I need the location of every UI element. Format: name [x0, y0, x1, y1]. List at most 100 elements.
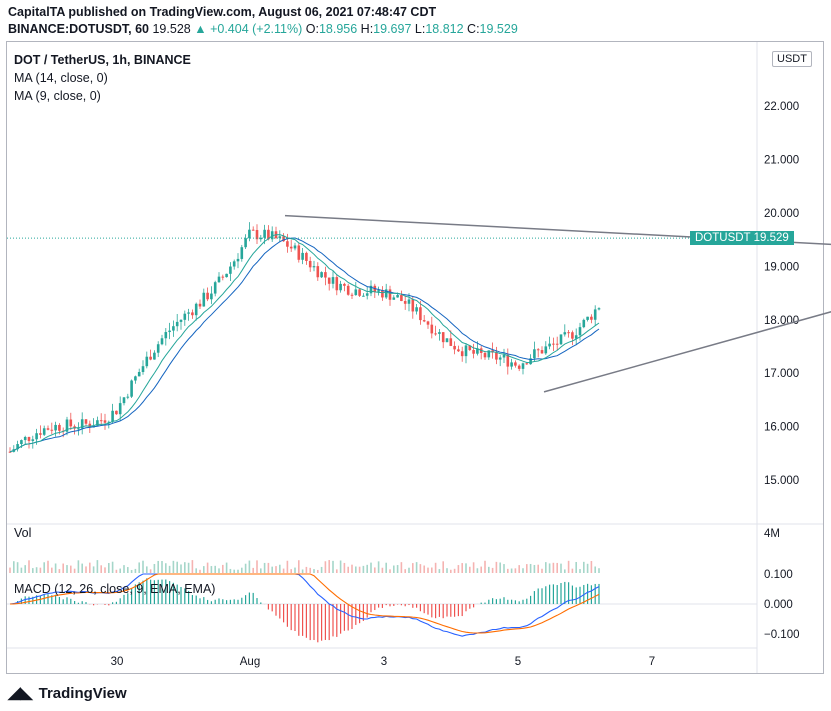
price-tick-label: 17.000	[764, 368, 799, 380]
volume-bar	[594, 566, 596, 573]
currency-badge[interactable]: USDT	[772, 51, 812, 67]
legend-ma14[interactable]: MA (14, close, 0)	[14, 71, 108, 85]
candle-body	[20, 440, 23, 445]
candle-body	[137, 371, 141, 377]
candle-body	[115, 410, 118, 415]
volume-bar	[13, 561, 15, 573]
candle-body	[441, 332, 445, 343]
volume-bar	[366, 564, 368, 573]
candle-body	[574, 335, 578, 339]
ohlc-low-label: L:	[414, 22, 426, 36]
candle-body	[529, 358, 532, 365]
volume-bar	[484, 560, 486, 573]
candle-body	[495, 352, 498, 360]
candle-body	[42, 428, 46, 435]
volume-bar	[81, 563, 83, 573]
volume-bar	[92, 566, 95, 573]
volume-bar	[564, 569, 566, 573]
volume-bar	[73, 568, 76, 573]
candle-body	[191, 312, 194, 316]
volume-bar	[108, 563, 110, 573]
volume-bar	[16, 562, 19, 573]
volume-bar	[241, 567, 243, 573]
volume-bar	[51, 567, 53, 573]
candle-body	[384, 289, 388, 298]
volume-bar	[575, 561, 577, 573]
candle-body	[388, 289, 392, 300]
legend-ma9[interactable]: MA (9, close, 0)	[14, 89, 101, 103]
macd-tick-label: 0.100	[764, 569, 793, 581]
volume-bar	[533, 564, 536, 573]
candle-body	[578, 327, 582, 336]
volume-bar	[415, 562, 418, 573]
candle-body	[555, 343, 559, 345]
candle-body	[308, 260, 312, 268]
volume-bar	[203, 566, 205, 573]
candle-body	[548, 343, 551, 347]
candle-body	[536, 349, 540, 351]
volume-bar	[503, 564, 505, 573]
volume-bar	[290, 569, 292, 573]
volume-bar	[43, 562, 45, 573]
macd-tick-label: 0.000	[764, 599, 793, 611]
volume-bar	[472, 562, 475, 573]
volume-bar	[176, 561, 178, 573]
volume-bar	[450, 569, 452, 573]
volume-bar	[351, 564, 353, 573]
candle-body	[179, 319, 183, 322]
volume-bar	[545, 562, 547, 573]
volume-bar	[370, 562, 372, 573]
publisher-text: CapitalTA published on TradingView.com, …	[8, 5, 437, 19]
candle-body	[54, 424, 57, 431]
time-tick-label: 30	[111, 656, 124, 668]
candle-body	[506, 354, 510, 367]
time-tick-label: 3	[381, 656, 387, 668]
signal-line	[9, 573, 600, 634]
volume-bar	[313, 569, 315, 573]
tradingview-logo[interactable]: ◢◣ TradingView	[8, 683, 127, 703]
volume-bar	[336, 569, 338, 573]
volume-bar	[134, 568, 137, 573]
candle-body	[259, 237, 263, 240]
chart-frame[interactable]	[6, 41, 824, 674]
volume-bar	[328, 560, 330, 573]
volume-bar	[161, 561, 163, 573]
candle-body	[175, 321, 179, 327]
candle-body	[145, 356, 149, 367]
volume-bar	[400, 562, 403, 573]
volume-bar	[495, 561, 498, 573]
volume-bar	[526, 564, 528, 573]
candle-body	[156, 344, 160, 353]
volume-bar	[187, 562, 190, 573]
volume-bar	[461, 563, 463, 573]
volume-bar	[248, 560, 251, 573]
volume-bar	[438, 569, 441, 573]
candle-body	[65, 419, 69, 432]
volume-bar	[172, 560, 175, 573]
volume-bar	[381, 567, 384, 573]
ascending-trendline	[543, 311, 831, 393]
volume-bar	[153, 563, 156, 573]
candle-body	[563, 332, 567, 335]
volume-bar	[358, 566, 361, 573]
candle-body	[411, 299, 415, 312]
volume-bar	[522, 568, 524, 573]
volume-bar	[199, 569, 201, 573]
volume-bar	[28, 560, 30, 573]
candle-body	[134, 376, 137, 381]
volume-bar	[442, 561, 444, 573]
volume-bar	[408, 567, 410, 573]
volume-bar	[47, 560, 49, 573]
volume-bar	[130, 569, 133, 573]
volume-bar	[32, 568, 34, 573]
volume-bar	[222, 564, 224, 573]
volume-bar	[89, 562, 91, 573]
candle-body	[396, 295, 399, 298]
candle-body	[84, 419, 88, 424]
volume-bar	[214, 565, 216, 573]
volume-bar	[598, 568, 600, 573]
volume-bar	[9, 567, 11, 573]
candle-body	[464, 345, 468, 357]
candle-body	[476, 348, 479, 354]
